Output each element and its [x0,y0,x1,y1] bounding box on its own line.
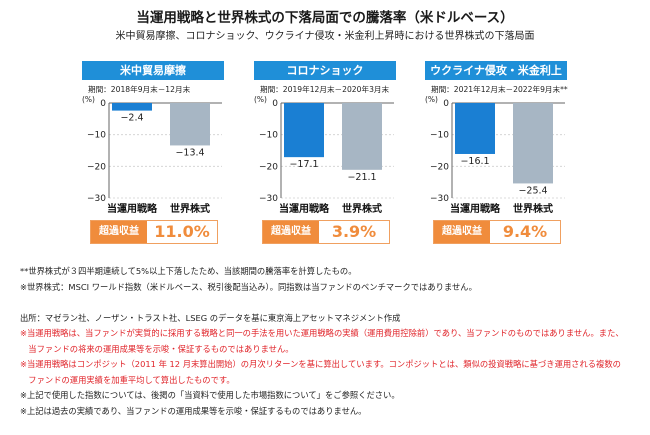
footnote-line: ※当運用戦略は、当ファンドが実質的に採用する戦略と同一の手法を用いた運用戦略の実… [20,328,624,338]
y-tick-label: −10 [430,131,449,141]
footnote-line: 出所：マゼラン社、ノーザン・トラスト社、LSEG のデータを基に東京海上アセット… [20,312,401,323]
page-title: 当運用戦略と世界株式の下落局面での騰落率（米ドルベース） [136,10,514,26]
bar-strategy [455,103,495,154]
footnote-line: ※当運用戦略はコンポジット（2011 年 12 月末算出開始）の月次リターンを基… [20,359,621,369]
y-unit-label: (%) [425,95,438,104]
panel-period: 期間：2021年12月末－2022年9月末** [431,85,568,94]
y-tick-label: −30 [430,194,449,204]
y-tick-label: −20 [87,162,106,172]
data-label: −21.1 [347,172,376,183]
excess-return-box: 超過収益 11.0% [90,220,218,244]
bar-chart-2: (%) 0 −10 −20 −30 −17.1 当運用戦略 −21.1 世界株式 [254,95,394,215]
footnote-line: ファンドの運用実績を加重平均して算出したものです。 [20,374,235,385]
footnote-line: ※上記は過去の実績であり、当ファンドの運用成果等を示唆・保証するものではありませ… [20,405,367,416]
data-label: −17.1 [289,159,318,170]
excess-return-box: 超過収益 3.9% [262,220,390,244]
footnote-line: ※世界株式：MSCI ワールド指数（米ドルベース、税引後配当込み）。同指数は当フ… [20,281,477,292]
bar-strategy [284,103,324,158]
panel-title: ウクライナ侵攻・米金利上昇 [425,61,567,96]
category-label: 当運用戦略 [279,202,330,215]
excess-return-value: 11.0% [154,222,210,241]
y-tick-label: 0 [272,99,278,109]
bar-chart-1: (%) 0 −10 −20 −30 −2.4 当運用戦略 −13.4 世界株式 [82,95,222,215]
data-label: −16.1 [460,156,489,167]
panel-title: コロナショック [254,61,396,80]
bar-chart-3: (%) 0 −10 −20 −30 −16.1 当運用戦略 −25.4 世界株式 [425,95,565,215]
y-tick-label: −30 [259,194,278,204]
excess-return-label: 超過収益 [91,221,147,243]
category-label: 当運用戦略 [450,202,501,215]
data-label: −25.4 [518,185,547,196]
y-unit-label: (%) [82,95,95,104]
panel-period: 期間：2018年9月末－12月末 [88,85,191,94]
footnote-line: ※上記で使用した指数については、後掲の「当資料で使用した市場指数について」をご参… [20,390,400,400]
page-subtitle: 米中貿易摩擦、コロナショック、ウクライナ侵攻・米金利上昇時における世界株式の下落… [115,31,535,42]
y-tick-label: −30 [87,194,106,204]
y-unit-label: (%) [254,95,267,104]
excess-return-value: 9.4% [502,222,548,241]
y-tick-label: −20 [430,162,449,172]
category-label: 世界株式 [342,202,382,215]
footnote-line: **世界株式が３四半期連続して5%以上下落したため、当該期間の騰落率を計算したも… [20,266,357,276]
category-label: 世界株式 [513,202,553,215]
y-tick-label: −10 [87,131,106,141]
excess-return-value: 3.9% [331,222,377,241]
bar-strategy [112,103,152,111]
bar-world-equity [170,103,210,146]
excess-return-label: 超過収益 [434,221,490,243]
y-tick-label: −20 [259,162,278,172]
y-tick-label: −10 [259,131,278,141]
y-tick-label: 0 [443,99,449,109]
category-label: 世界株式 [170,202,210,215]
bar-world-equity [342,103,382,170]
panel-title: 米中貿易摩擦 [82,61,224,80]
bar-world-equity [513,103,553,184]
category-label: 当運用戦略 [107,202,158,215]
data-label: −13.4 [175,147,204,158]
excess-return-label: 超過収益 [263,221,319,243]
excess-return-box: 超過収益 9.4% [433,220,561,244]
data-label: −2.4 [120,113,143,124]
footnote-line: 当ファンドの将来の運用成果等を示唆・保証するものではありません。 [20,343,294,354]
y-tick-label: 0 [100,99,106,109]
panel-period: 期間：2019年12月末－2020年3月末 [260,85,390,94]
